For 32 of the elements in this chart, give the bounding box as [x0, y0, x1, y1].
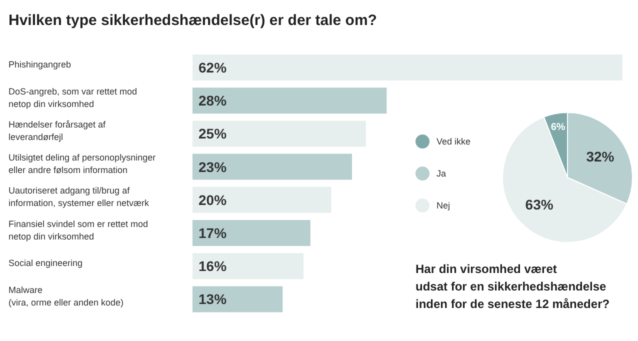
bar	[192, 253, 304, 280]
bar	[192, 220, 310, 246]
legend-label: Ved ikke	[436, 136, 471, 146]
bar	[192, 120, 366, 147]
y-tick-label: Hændelser forårsaget af leverandørfejl	[8, 119, 106, 142]
text: Har din virsomhed været udsat for en sikkerhedshændelse inden for de seneste 12 måneder?	[416, 262, 610, 311]
legend-label: Nej	[436, 200, 450, 210]
y-tick-label: Malware (vira, orme eller anden kode)	[8, 284, 124, 308]
data-label: 13%	[198, 291, 228, 308]
data-label: 17%	[198, 225, 228, 241]
bar	[192, 286, 283, 312]
legend-label: Ja	[436, 168, 446, 178]
data-label: 20%	[198, 192, 228, 208]
data-label: 25%	[198, 126, 228, 142]
bar	[192, 186, 332, 213]
bar	[192, 88, 387, 114]
bar	[192, 54, 622, 80]
data-label: 63%	[525, 196, 554, 212]
data-label: 6%	[550, 122, 566, 134]
y-tick-label: Finansiel svindel som er rettet mod netop din virksomhed	[8, 218, 148, 242]
chart-title: Hvilken type sikkerhedshændelse(r) er der tale om?	[8, 12, 377, 29]
y-tick-label: DoS-angreb, som var rettet mod netop din virksomhed	[8, 86, 138, 109]
y-tick-label: Uautoriseret adgang til/brug af information, systemer eller netværk	[8, 186, 150, 208]
data-label: 23%	[198, 158, 228, 175]
data-label: 16%	[198, 258, 228, 274]
data-label: 32%	[586, 148, 615, 164]
data-label: 62%	[198, 60, 228, 76]
y-tick-label: Phishingangreb	[8, 60, 72, 70]
y-tick-label: Utilsigtet deling af personoplysninger eller andre følsom information	[8, 152, 156, 176]
y-tick-label: Social engineering	[8, 258, 83, 268]
data-label: 28%	[198, 92, 228, 109]
bar	[192, 154, 352, 180]
